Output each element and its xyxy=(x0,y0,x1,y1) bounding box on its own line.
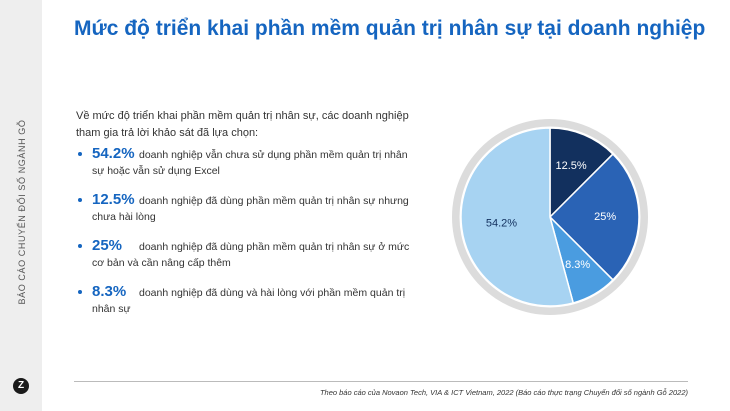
side-strip: BÁO CÁO CHUYỂN ĐỔI SỐ NGÀNH GỖ Z xyxy=(0,0,42,411)
stat-text-continued: chưa hài lòng xyxy=(92,211,156,223)
stat-text-continued: nhân sự xyxy=(92,303,131,315)
stat-item: 12.5% doanh nghiệp đã dùng phần mềm quản … xyxy=(78,192,418,225)
stat-text-continued: cơ bản và cần nâng cấp thêm xyxy=(92,257,231,269)
pie-slice-label: 8.3% xyxy=(565,259,590,271)
stat-value: 8.3% xyxy=(92,283,127,300)
source-footnote: Theo báo cáo của Novaon Tech, VIA & ICT … xyxy=(319,388,688,397)
footer-divider xyxy=(74,381,688,382)
pie-chart: 12.5% 25% 8.3% 54.2% xyxy=(450,117,650,317)
brand-logo-icon: Z xyxy=(13,378,29,394)
bullet-icon xyxy=(78,290,82,294)
pie-slice-0 xyxy=(549,127,614,219)
bullet-icon xyxy=(78,152,82,156)
page-title: Mức độ triển khai phần mềm quản trị nhân… xyxy=(74,17,706,40)
stat-text: doanh nghiệp vẫn chưa sử dụng phần mềm q… xyxy=(139,149,408,161)
stat-text-continued: sự hoặc vẫn sử dụng Excel xyxy=(92,165,220,177)
intro-text: Về mức độ triển khai phần mềm quản trị n… xyxy=(76,110,409,139)
stat-value: 54.2% xyxy=(92,145,135,162)
stat-item: 8.3% doanh nghiệp đã dùng và hài lòng với… xyxy=(78,284,418,317)
stat-value: 12.5% xyxy=(92,191,135,208)
stat-item: 54.2% doanh nghiệp vẫn chưa sử dụng phần … xyxy=(78,146,418,179)
pie-chart-svg: 12.5% 25% 8.3% 54.2% xyxy=(452,119,648,315)
stat-item: 25% doanh nghiệp đã dùng phần mềm quản tr… xyxy=(78,238,418,271)
stat-value: 25% xyxy=(92,237,123,254)
stat-text: doanh nghiệp đã dùng và hài lòng với phầ… xyxy=(139,287,406,299)
pie-slice-3 xyxy=(460,127,575,307)
pie-slice-label: 12.5% xyxy=(556,160,587,172)
bullet-icon xyxy=(78,198,82,202)
stat-text: doanh nghiệp đã dùng phần mềm quản trị n… xyxy=(139,241,410,253)
stat-text: doanh nghiệp đã dùng phần mềm quản trị n… xyxy=(139,195,409,207)
pie-slice-label: 54.2% xyxy=(486,217,517,229)
bullet-icon xyxy=(78,244,82,248)
pie-slice-1 xyxy=(548,153,640,281)
report-series-label: BÁO CÁO CHUYỂN ĐỔI SỐ NGÀNH GỖ xyxy=(17,119,27,305)
pie-slice-label: 25% xyxy=(594,211,616,223)
